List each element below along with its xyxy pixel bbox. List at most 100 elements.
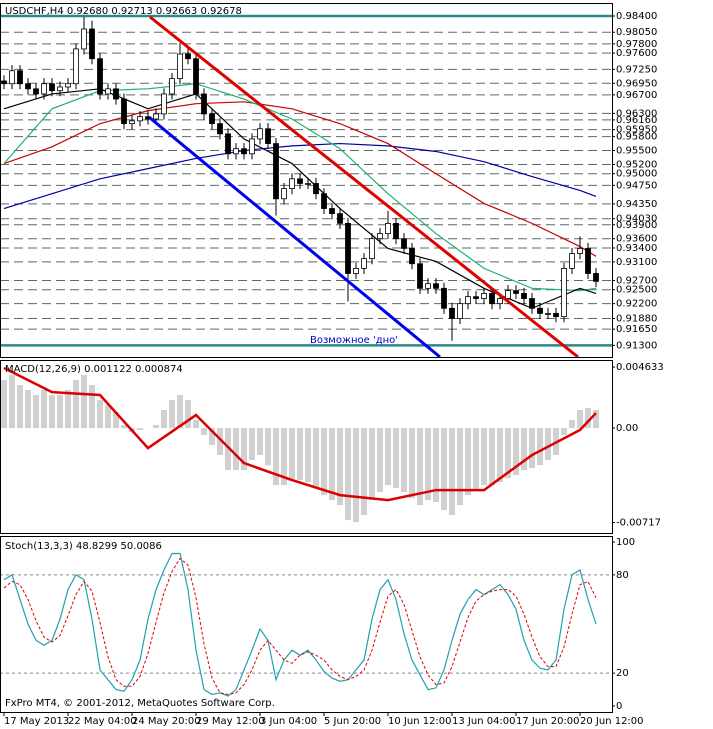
candle-body	[1, 80, 7, 85]
y-tick-label: 0.91650	[616, 324, 657, 335]
y-tick-label: 0.92500	[616, 285, 657, 296]
y-tick-label: 0.97600	[616, 48, 657, 59]
candle-body	[505, 290, 511, 299]
candle-body	[225, 133, 231, 155]
y-tick-label: 0.95000	[616, 169, 657, 180]
x-tick-label: 24 May 20:00	[132, 716, 201, 727]
x-tick-label: 22 May 04:00	[68, 716, 137, 727]
candle-body	[41, 83, 47, 95]
y-tick-label: 0.98050	[616, 27, 657, 38]
candle-body	[129, 120, 135, 125]
y-tick-label: 0.93400	[616, 243, 657, 254]
y-tick-label: 0.004633	[616, 362, 664, 373]
candle-body	[553, 312, 559, 318]
candle-body	[25, 83, 31, 90]
y-tick-label: 0.91300	[616, 340, 657, 351]
y-tick-label: 0.93600	[616, 234, 657, 245]
trendlines	[149, 15, 579, 357]
candle-body	[481, 293, 487, 299]
y-tick-label: 0.92700	[616, 275, 657, 286]
x-tick-label: 17 Jun 20:00	[516, 716, 580, 727]
candle-body	[465, 296, 471, 305]
candle-body	[249, 138, 255, 155]
candle-body	[161, 93, 167, 115]
candle-body	[489, 293, 495, 305]
candle-body	[313, 183, 319, 195]
candle-body	[401, 238, 407, 249]
panel-frame	[0, 3, 613, 358]
indicator-title: MACD(12,26,9) 0.001122 0.000874	[5, 364, 183, 375]
candle-body	[385, 222, 391, 234]
annotation: Возможное 'дно'	[310, 335, 398, 346]
candle-body	[273, 143, 279, 200]
candle-body	[265, 128, 271, 144]
y-tick-label: 20	[616, 668, 629, 679]
y-tick-label: 0.97250	[616, 64, 657, 75]
candle-body	[545, 312, 551, 315]
x-tick-label: 17 May 2013	[4, 716, 69, 727]
y-tick-label: 0.91880	[616, 313, 657, 324]
indicator-title: Stoch(13,3,3) 48.8299 50.0086	[5, 541, 162, 552]
chart-title: USDCHF,H4 0.92680 0.92713 0.92663 0.9267…	[5, 6, 242, 17]
y-tick-label: 0.92200	[616, 299, 657, 310]
candle-body	[433, 283, 439, 289]
y-tick-label: 0.96700	[616, 90, 657, 101]
y-tick-label: 0.93100	[616, 257, 657, 268]
candle-body	[89, 28, 95, 60]
y-tick-label: 100	[616, 537, 635, 548]
y-tick-label: 0.94750	[616, 180, 657, 191]
candle-body	[201, 93, 207, 115]
panel-frame	[0, 360, 613, 534]
trendline	[149, 116, 441, 357]
candle-body	[537, 307, 543, 314]
y-tick-label: 0.96950	[616, 78, 657, 89]
y-tick-label: 0	[616, 701, 622, 712]
candle-body	[561, 267, 567, 318]
candle-body	[497, 298, 503, 305]
y-tick-label: 0.95800	[616, 132, 657, 143]
candle-body	[289, 178, 295, 189]
candle-body	[113, 88, 119, 100]
x-tick-label: 3 Jun 04:00	[260, 716, 317, 727]
macd-signal	[3, 366, 597, 502]
candle-body	[9, 70, 15, 85]
y-tick-label: 0.96160	[616, 115, 657, 126]
candle-body	[369, 238, 375, 260]
trendline	[149, 15, 579, 357]
candle-body	[321, 193, 327, 209]
moving-average	[3, 142, 597, 210]
candle-body	[281, 188, 287, 200]
candle-body	[241, 148, 247, 155]
y-tick-label: 0.98400	[616, 11, 657, 22]
candle-body	[81, 28, 87, 50]
candle-body	[569, 253, 575, 269]
y-tick-label: 0.95950	[616, 125, 657, 136]
candle-body	[353, 267, 359, 274]
candle-body	[329, 208, 335, 215]
candle-body	[209, 113, 215, 125]
candle-body	[49, 83, 55, 92]
candle-body	[193, 58, 199, 95]
candle-body	[73, 48, 79, 85]
candle-body	[345, 222, 351, 274]
y-tick-label: 0.94030	[616, 214, 657, 225]
candle-body	[257, 128, 263, 140]
candle-body	[585, 248, 591, 274]
x-tick-label: 20 Jun 12:00	[580, 716, 644, 727]
candle-body	[361, 258, 367, 269]
candle-body	[409, 248, 415, 265]
candle-body	[305, 183, 311, 185]
candle-body	[449, 307, 455, 319]
y-tick-label: 0.97800	[616, 39, 657, 50]
candle-body	[473, 296, 479, 299]
candle-body	[593, 273, 599, 282]
candle-body	[97, 58, 103, 95]
candle-body	[153, 113, 159, 120]
y-tick-label: 0.95200	[616, 159, 657, 170]
y-tick-label: -0.00717	[616, 517, 661, 528]
stoch-main	[3, 552, 597, 697]
moving-average	[3, 101, 597, 257]
